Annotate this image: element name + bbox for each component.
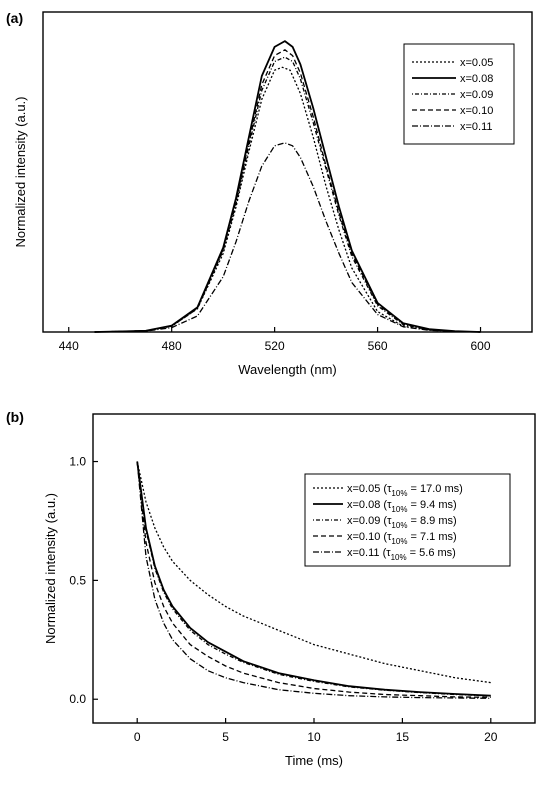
plot-frame (92, 413, 536, 724)
x-tick-label: 15 (396, 730, 410, 744)
series-line-x-0-10 (94, 49, 481, 333)
y-axis-title: Normalized intensity (a.u.) (43, 493, 58, 644)
plot-frame (42, 11, 533, 333)
legend-label: x=0.10 (τ10% = 7.1 ms) (347, 531, 457, 546)
chart-b-svg: 0 5 10 15 20 0.0 0.5 1.0 Time (ms) Normalized int… (43, 413, 536, 768)
x-axis-title: Wavelength (nm) (238, 362, 337, 377)
x-tick-label: 480 (162, 339, 182, 353)
series-line-x-0-09 (136, 461, 491, 697)
panel-label-a: (a) (6, 10, 24, 26)
legend-label: x=0.05 (τ10% = 17.0 ms) (347, 483, 463, 498)
x-tick-label: 440 (59, 339, 79, 353)
x-tick-label: 5 (222, 730, 229, 744)
chart-a-svg: 440 480 520 560 600 Wavelength (nm) Normalized… (13, 11, 533, 377)
x-tick-label: 520 (265, 339, 285, 353)
x-tick-label: 20 (484, 730, 498, 744)
series-line-x-0-10 (136, 461, 491, 698)
legend-label: x=0.11 (τ10% = 5.6 ms) (347, 547, 456, 562)
legend-label: x=0.09 (τ10% = 8.9 ms) (347, 515, 457, 530)
chart-panel-a: (a) 440 480 520 560 600 Wavelength (nm) Normal… (6, 10, 533, 377)
series-line-x-0-11 (136, 461, 491, 699)
series-line-x-0-11 (94, 142, 481, 333)
y-tick-label: 0.5 (69, 573, 86, 587)
panel-label-b: (b) (6, 409, 24, 425)
y-tick-label: 1.0 (69, 455, 86, 469)
legend-label: x=0.08 (τ10% = 9.4 ms) (347, 499, 457, 514)
chart-panel-b: (b) 0 5 10 15 20 0.0 0.5 1.0 Time (ms) Normalized… (0, 400, 538, 799)
x-tick-label: 600 (471, 339, 491, 353)
x-axis-title: Time (ms) (285, 753, 343, 768)
y-tick-label: 0.0 (69, 692, 86, 706)
legend-label: x=0.11 (460, 121, 493, 133)
legend-label: x=0.08 (460, 73, 493, 85)
legend-label: x=0.09 (460, 89, 493, 101)
x-tick-label: 0 (134, 730, 141, 744)
x-tick-label: 560 (368, 339, 388, 353)
x-tick-label: 10 (307, 730, 321, 744)
series-line-x-0-05 (136, 461, 491, 684)
legend-box (403, 43, 515, 145)
legend-box (304, 473, 511, 567)
y-axis-title: Normalized intensity (a.u.) (13, 97, 28, 248)
legend-label: x=0.05 (460, 57, 493, 69)
legend-label: x=0.10 (460, 105, 493, 117)
